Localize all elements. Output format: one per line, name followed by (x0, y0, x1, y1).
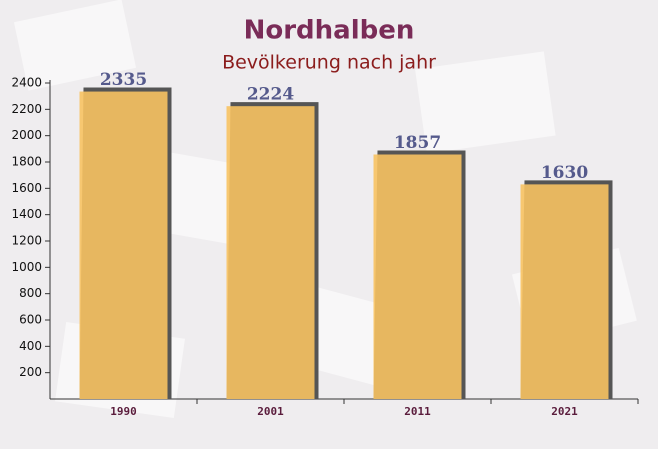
chart-title: Nordhalben (244, 16, 415, 46)
value-label: 1857 (394, 133, 441, 153)
y-tick-label: 2200 (11, 102, 42, 116)
y-tick-label: 2000 (11, 128, 42, 142)
y-tick-label: 400 (19, 339, 42, 353)
bar (520, 184, 609, 399)
x-tick-label: 2011 (404, 405, 431, 418)
chart-subtitle: Bevölkerung nach jahr (222, 52, 436, 74)
y-tick-label: 600 (19, 313, 42, 327)
x-tick-label: 2021 (551, 405, 578, 418)
bar (226, 106, 315, 399)
y-tick-label: 200 (19, 365, 42, 379)
value-label: 2224 (247, 85, 294, 105)
y-tick-label: 2400 (11, 76, 42, 90)
y-tick-label: 1800 (11, 155, 42, 169)
x-tick-label: 1990 (110, 405, 137, 418)
y-tick-label: 1200 (11, 234, 42, 248)
value-label: 2335 (100, 70, 147, 90)
y-tick-label: 1000 (11, 260, 42, 274)
y-tick-label: 1600 (11, 181, 42, 195)
value-label: 1630 (541, 163, 588, 183)
bar (373, 154, 462, 399)
bar (79, 91, 168, 399)
y-tick-label: 800 (19, 286, 42, 300)
x-tick-label: 2001 (257, 405, 284, 418)
y-tick-label: 1400 (11, 207, 42, 221)
